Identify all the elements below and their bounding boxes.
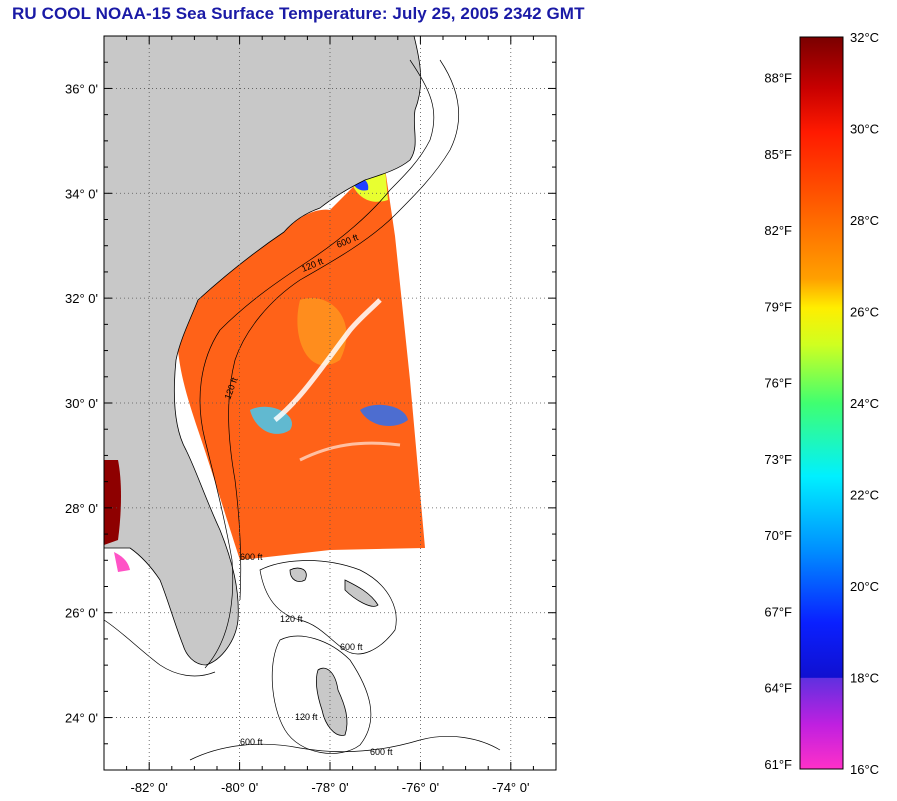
land-bahamas [344,579,379,607]
land-southeast-us [104,36,422,666]
colorbar-celsius-label: 20°C [850,579,879,594]
colorbar-fahrenheit-label: 64°F [764,681,792,696]
land-bahamas [289,567,307,582]
contour-line-600ft [228,59,460,601]
colorbar-fahrenheit-label: 61°F [764,757,792,772]
contour-label: 600 ft [370,747,393,757]
colorbar-celsius-label: 26°C [850,305,879,320]
sst-gulf-pink [114,552,130,572]
lon-tick-label: -82° 0' [131,780,168,795]
contour-line-cuba [189,736,501,761]
colorbar-gradient [799,36,844,770]
colorbar-celsius-label: 28°C [850,213,879,228]
colorbar-fahrenheit-label: 85°F [764,147,792,162]
colorbar-fahrenheit-label: 79°F [764,299,792,314]
colorbar-celsius-label: 32°C [850,30,879,45]
colorbar-fahrenheit-label: 70°F [764,528,792,543]
contour-label: 600 ft [340,642,363,652]
colorbar-fahrenheit-label: 67°F [764,604,792,619]
sst-patch-cool [360,404,408,426]
land-bahamas [315,667,348,736]
lat-tick-label: 36° 0' [65,81,98,96]
sst-streak [299,441,401,462]
sst-streak [273,298,382,422]
latitude-labels: 24° 0' 26° 0' 28° 0' 30° 0' 32° 0' 34° 0' 36° … [65,81,98,725]
sst-swath [177,168,425,560]
colorbar-celsius-labels: 32°C 30°C 28°C 26°C 24°C 22°C 20°C 18°C 16°C [850,30,879,777]
colorbar-fahrenheit-label: 82°F [764,223,792,238]
lon-tick-label: -76° 0' [402,780,439,795]
map-title: RU COOL NOAA-15 Sea Surface Temperature:… [12,4,585,23]
map-plot-area[interactable]: 120 ft 600 ft 120 ft 600 ft 120 ft 600 f… [104,36,556,770]
colorbar-celsius-label: 16°C [850,762,879,777]
contour-line-120ft [199,59,435,669]
colorbar-celsius-label: 18°C [850,671,879,686]
lon-tick-label: -80° 0' [221,780,258,795]
map-ticks [103,35,557,771]
contour-label: 120 ft [295,712,318,722]
contour-label: 600 ft [240,552,263,562]
sst-gulf-warm [104,460,121,545]
contour-line-gulf [104,619,216,677]
colorbar-celsius-label: 30°C [850,122,879,137]
longitude-labels: -82° 0' -80° 0' -78° 0' -76° 0' -74° 0' [131,780,530,795]
graticule [104,36,556,770]
lat-tick-label: 30° 0' [65,396,98,411]
colorbar-fahrenheit-label: 73°F [764,452,792,467]
lat-tick-label: 32° 0' [65,291,98,306]
colorbar-fahrenheit-labels: 88°F 85°F 82°F 79°F 76°F 73°F 70°F 67°F 64°F 61°F [764,71,792,772]
colorbar-celsius-label: 22°C [850,488,879,503]
lat-tick-label: 34° 0' [65,186,98,201]
contour-label: 120 ft [280,614,303,624]
colorbar-fahrenheit-label: 88°F [764,71,792,86]
contour-label: 600 ft [240,737,263,747]
temperature-colorbar: 32°C 30°C 28°C 26°C 24°C 22°C 20°C 18°C 16°C 88°… [764,30,879,777]
lon-tick-label: -74° 0' [492,780,529,795]
contour-line-bahamas [259,560,397,655]
sst-patch-yellow [350,168,388,202]
lat-tick-label: 28° 0' [65,501,98,516]
lon-tick-label: -78° 0' [311,780,348,795]
lat-tick-label: 26° 0' [65,606,98,621]
lat-tick-label: 24° 0' [65,711,98,726]
colorbar-celsius-label: 24°C [850,396,879,411]
colorbar-fahrenheit-label: 76°F [764,376,792,391]
